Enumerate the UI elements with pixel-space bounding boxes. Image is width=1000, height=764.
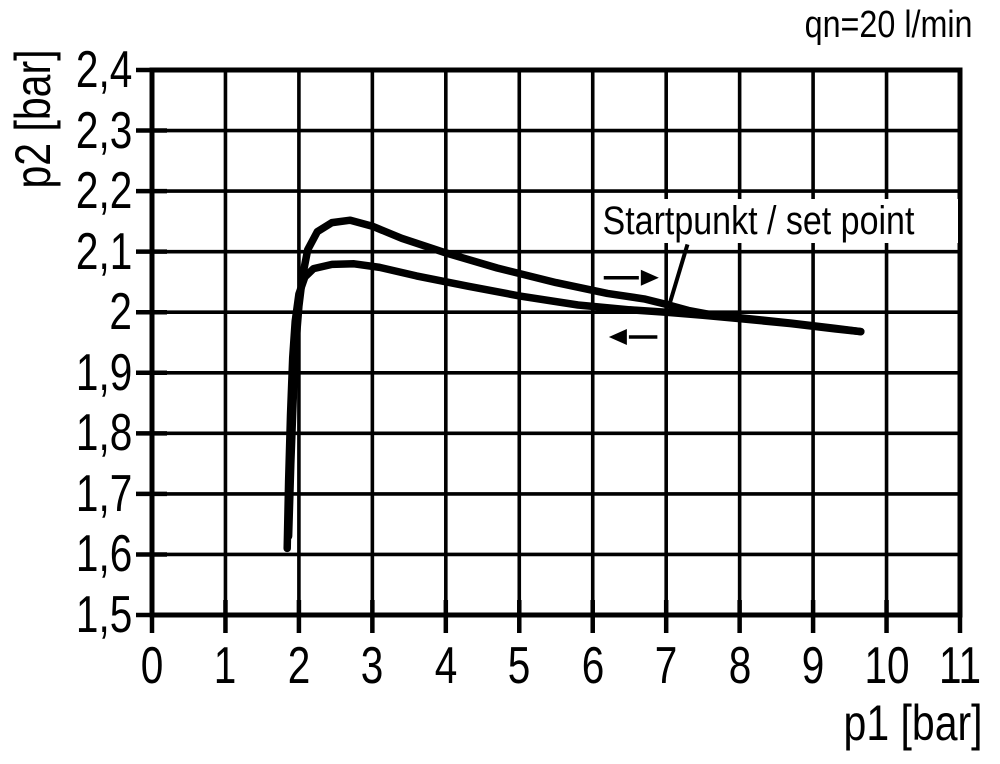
set-point-annotation-text: Startpunkt / set point <box>602 199 915 243</box>
x-tick-label: 0 <box>140 637 164 695</box>
curve-left-branch <box>283 260 865 553</box>
y-tick-label: 1,6 <box>75 525 132 584</box>
x-tick-label: 9 <box>801 637 825 695</box>
y-tick-label: 1,8 <box>75 404 132 463</box>
y-tick-label: 1,7 <box>75 464 132 523</box>
x-tick-label: 1 <box>214 637 237 695</box>
annotation-leader-line <box>666 243 690 309</box>
x-axis-title: p1 [bar] <box>843 695 983 751</box>
set-point-annotation: Startpunkt / set point <box>600 199 958 243</box>
x-tick-label: 6 <box>581 637 604 695</box>
x-tick-label: 11 <box>938 637 982 695</box>
y-tick-label: 2,4 <box>75 41 132 99</box>
plot-border <box>149 67 963 618</box>
x-axis-tick-labels: 0 1 2 3 4 5 6 7 8 9 10 11 <box>0 640 1000 700</box>
direction-arrow-head-right-icon <box>640 269 659 286</box>
y-axis-tick-labels: 2,4 2,3 2,2 2,1 2 1,9 1,8 1,7 1,6 1,5 <box>0 0 132 764</box>
x-tick-label: 7 <box>654 637 678 695</box>
direction-arrow-head-left-icon <box>608 329 627 346</box>
x-tick-label: 5 <box>507 637 531 695</box>
x-tick-label: 8 <box>728 637 751 695</box>
x-tick-label: 2 <box>287 637 311 695</box>
flow-condition-label: qn=20 l/min <box>805 4 973 46</box>
y-tick-label: 2,3 <box>75 101 132 160</box>
y-tick-label: 2,2 <box>75 162 132 221</box>
x-tick-label: 10 <box>863 637 910 695</box>
x-tick-label: 3 <box>361 637 384 695</box>
y-tick-label: 2 <box>109 283 132 342</box>
y-tick-label: 2,1 <box>75 222 132 281</box>
y-tick-label: 1,9 <box>75 343 132 402</box>
x-tick-label: 4 <box>434 637 458 695</box>
y-tick-label: 1,5 <box>75 586 132 644</box>
